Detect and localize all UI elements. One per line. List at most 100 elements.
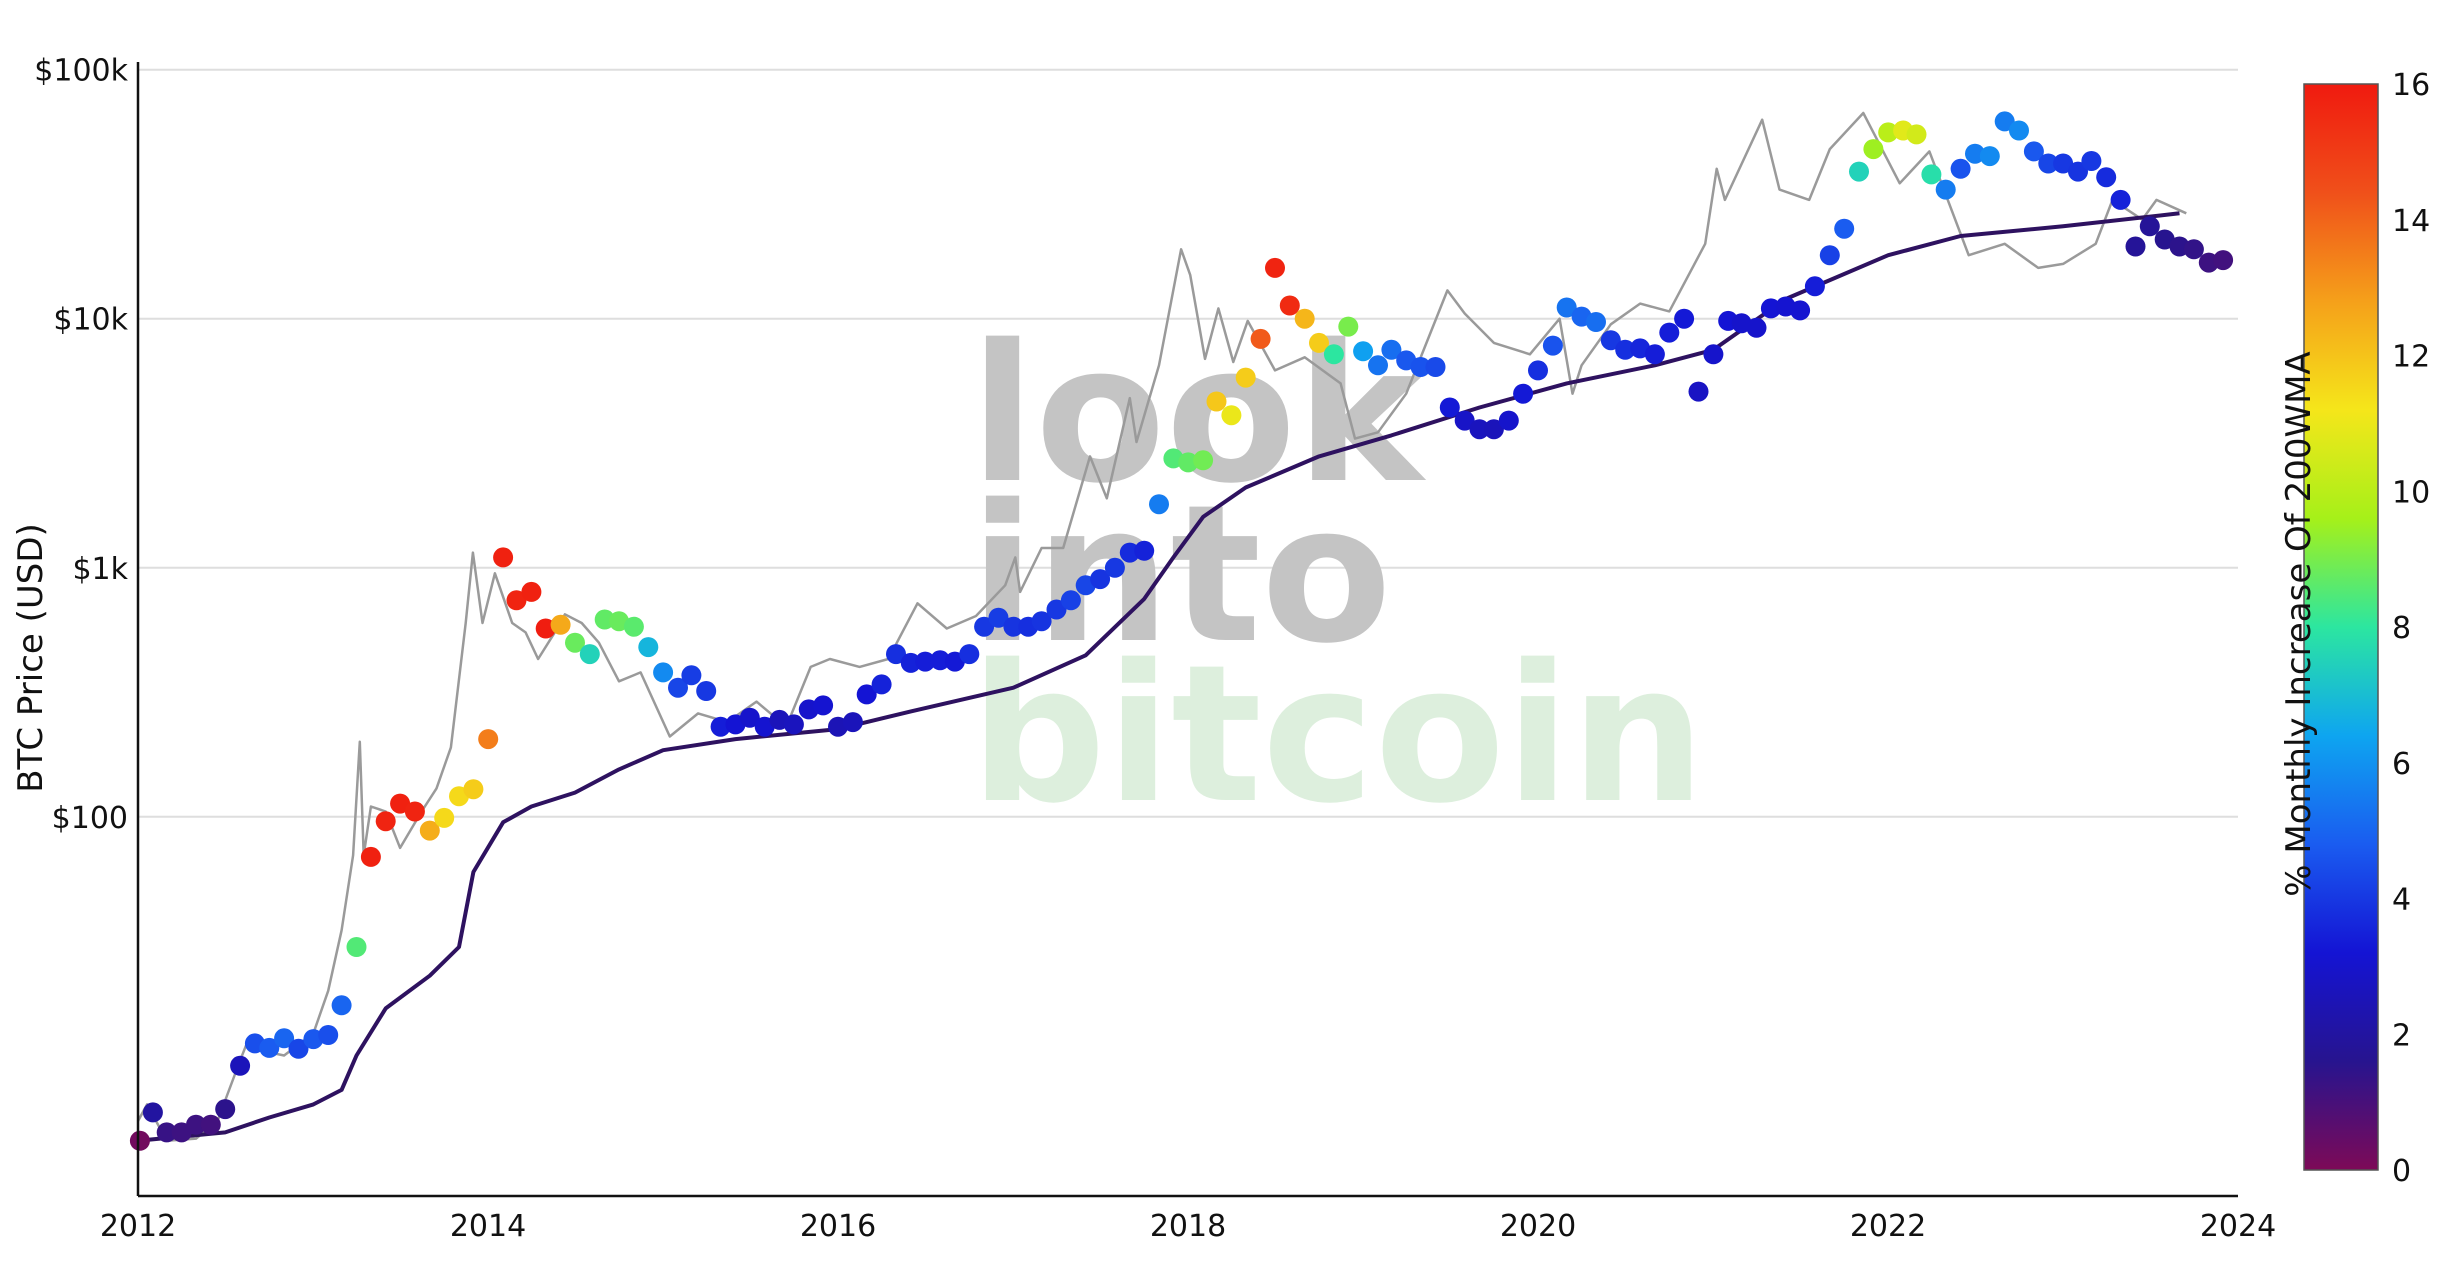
data-point-120 xyxy=(1878,122,1899,143)
data-point-40 xyxy=(710,716,731,737)
data-point-92 xyxy=(1469,419,1490,440)
data-point-50 xyxy=(856,684,877,705)
data-point-138 xyxy=(2139,216,2160,237)
data-point-54 xyxy=(915,651,936,672)
data-point-134 xyxy=(2081,151,2102,171)
y-tick-label-2: $10k xyxy=(53,303,128,338)
y-axis-title: BTC Price (USD) xyxy=(11,523,51,793)
colorbar-title: % Monthly Increase Of 200WMA xyxy=(2279,351,2319,896)
data-point-128 xyxy=(1994,111,2015,132)
data-point-122 xyxy=(1906,124,1927,145)
data-point-108 xyxy=(1703,344,1724,365)
data-point-130 xyxy=(2023,141,2044,162)
data-point-47 xyxy=(813,695,834,716)
y-tick-label-3: $100k xyxy=(34,54,128,89)
data-point-72 xyxy=(1178,452,1199,473)
y-tick-label-0: $100 xyxy=(52,801,128,836)
data-point-115 xyxy=(1804,276,1825,297)
colorbar-tick-8: 8 xyxy=(2392,611,2411,646)
data-point-79 xyxy=(1279,295,1300,316)
colored-points xyxy=(129,111,2234,1151)
x-tick-label-2018: 2018 xyxy=(1150,1209,1226,1244)
data-point-62 xyxy=(1031,611,1052,632)
data-point-111 xyxy=(1746,317,1767,338)
data-point-89 xyxy=(1425,357,1446,377)
data-point-119 xyxy=(1863,139,1884,160)
data-point-100 xyxy=(1586,312,1606,332)
data-point-16 xyxy=(360,846,381,867)
tick-labels: $100 $1k $10k $100k 2012 2014 2016 2018 2020 2022… xyxy=(34,54,2276,1244)
data-point-59 xyxy=(988,607,1009,628)
watermark: look into bitcoin xyxy=(970,304,1706,845)
gridlines xyxy=(138,68,2238,818)
data-point-10 xyxy=(274,1028,295,1049)
y-tick-label-1: $1k xyxy=(72,552,128,587)
x-tick-label-2014: 2014 xyxy=(450,1209,526,1244)
data-point-26 xyxy=(506,590,527,611)
data-point-9 xyxy=(259,1037,280,1058)
data-point-101 xyxy=(1600,330,1621,351)
colorbar: 0 2 4 6 8 10 12 14 16 xyxy=(2303,68,2430,1189)
data-point-137 xyxy=(2125,236,2146,257)
data-point-97 xyxy=(1542,335,1563,356)
data-point-24 xyxy=(478,729,499,750)
data-point-91 xyxy=(1454,410,1475,431)
watermark-line-into: into xyxy=(970,464,1392,685)
data-point-31 xyxy=(579,644,600,665)
data-point-75 xyxy=(1221,405,1242,426)
data-point-139 xyxy=(2154,229,2175,250)
data-point-132 xyxy=(2053,153,2074,174)
x-tick-label-2012: 2012 xyxy=(100,1209,176,1244)
data-point-70 xyxy=(1149,494,1169,515)
x-tick-label-2016: 2016 xyxy=(800,1209,876,1244)
data-point-38 xyxy=(681,665,702,686)
data-point-95 xyxy=(1513,383,1534,404)
data-point-1 xyxy=(142,1102,163,1123)
x-tick-label-2022: 2022 xyxy=(1850,1209,1926,1244)
data-point-15 xyxy=(346,937,367,957)
data-point-116 xyxy=(1819,245,1840,266)
data-point-94 xyxy=(1498,410,1519,431)
data-point-76 xyxy=(1235,367,1256,388)
data-point-4 xyxy=(186,1114,206,1135)
data-point-88 xyxy=(1410,357,1431,377)
data-point-123 xyxy=(1921,164,1942,185)
data-point-66 xyxy=(1090,569,1111,590)
data-point-55 xyxy=(930,650,951,671)
wma-line xyxy=(137,211,2180,1143)
data-point-52 xyxy=(886,644,906,665)
data-point-136 xyxy=(2110,189,2131,210)
data-point-58 xyxy=(974,616,995,637)
colorbar-tick-6: 6 xyxy=(2392,747,2411,782)
colorbar-tick-0: 0 xyxy=(2392,1154,2411,1189)
data-point-126 xyxy=(1965,143,1985,164)
data-point-133 xyxy=(2068,161,2088,182)
colorbar-tick-4: 4 xyxy=(2392,883,2411,918)
data-point-17 xyxy=(375,811,396,832)
data-point-84 xyxy=(1353,341,1374,362)
data-point-90 xyxy=(1439,397,1460,418)
data-point-78 xyxy=(1265,257,1285,278)
watermark-line-look: look xyxy=(970,304,1426,525)
colorbar-gradient xyxy=(2303,83,2379,1171)
data-point-57 xyxy=(959,644,980,665)
data-point-13 xyxy=(318,1025,339,1045)
data-point-125 xyxy=(1950,158,1971,179)
x-tick-label-2020: 2020 xyxy=(1500,1209,1576,1244)
data-point-93 xyxy=(1483,419,1504,440)
data-point-96 xyxy=(1528,360,1548,381)
data-point-45 xyxy=(783,714,804,735)
data-point-37 xyxy=(668,677,688,698)
data-point-82 xyxy=(1323,344,1344,365)
data-point-80 xyxy=(1294,308,1315,329)
data-point-86 xyxy=(1381,339,1402,360)
data-point-19 xyxy=(404,801,425,822)
colorbar-tick-14: 14 xyxy=(2392,204,2430,239)
data-point-74 xyxy=(1206,391,1227,412)
data-point-49 xyxy=(842,712,863,733)
data-point-73 xyxy=(1193,450,1214,471)
data-point-85 xyxy=(1368,355,1388,376)
data-point-104 xyxy=(1644,344,1665,365)
wma-200-line xyxy=(137,211,2180,1143)
